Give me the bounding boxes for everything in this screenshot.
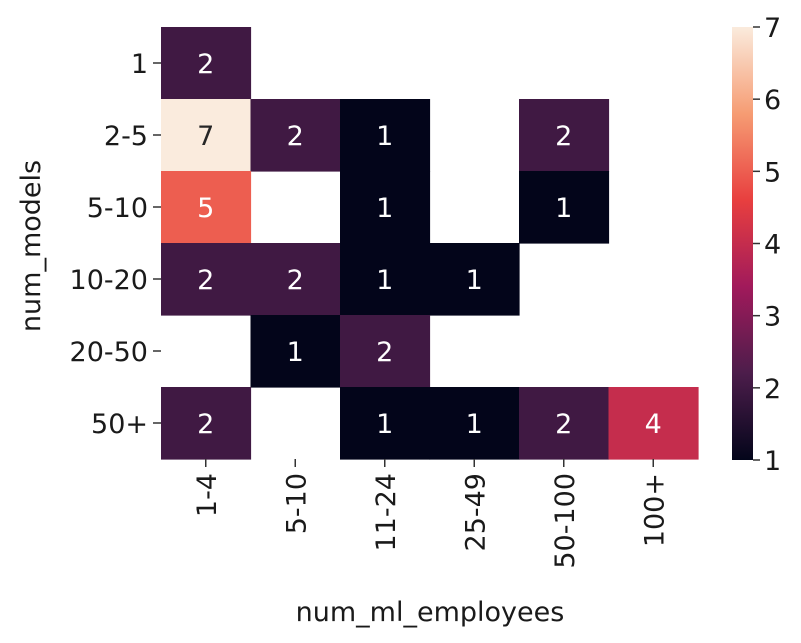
colorbar-tick-label: 6 — [764, 85, 781, 116]
cell-value-label: 1 — [466, 265, 483, 296]
cell-value-label: 1 — [376, 193, 393, 224]
cell-value-label: 1 — [376, 409, 393, 440]
cell-value-label: 2 — [287, 121, 304, 152]
cell-value-label: 5 — [197, 193, 214, 224]
y-axis-label: num_models — [16, 160, 47, 332]
cell-value-label: 2 — [376, 337, 393, 368]
heatmap-cell-2-5-1-4 — [161, 99, 252, 172]
x-tick-label: 100+ — [639, 473, 670, 547]
cell-value-label: 2 — [555, 121, 572, 152]
x-tick-label: 25-49 — [460, 473, 491, 551]
heatmap-cell-5-10-50-100 — [519, 171, 610, 244]
colorbar-tick-label: 7 — [764, 13, 781, 44]
heatmap-cell-50+-50-100 — [519, 387, 610, 460]
cell-annotations: 2 7 2 1 2 5 1 1 2 2 1 1 1 2 2 1 1 2 4 — [197, 49, 662, 440]
y-tick-label: 1 — [131, 49, 148, 80]
x-axis-label: num_ml_employees — [296, 597, 565, 628]
x-axis: 1-4 5-10 11-24 25-49 50-100 100+ — [192, 459, 670, 569]
heatmap-cell-5-10-1-4 — [161, 171, 252, 244]
heatmap-cell-10-20-25-49 — [429, 243, 520, 316]
y-tick-label: 20-50 — [70, 337, 148, 368]
heatmap-cell-20-50-5-10 — [250, 315, 341, 388]
heatmap-cell-10-20-1-4 — [161, 243, 252, 316]
cell-value-label: 2 — [287, 265, 304, 296]
heatmap-cell-2-5-5-10 — [250, 99, 341, 172]
cell-value-label: 1 — [555, 193, 572, 224]
heatmap-cell-50+-1-4 — [161, 387, 252, 460]
y-axis: 1 2-5 5-10 10-20 20-50 50+ — [70, 49, 161, 440]
x-tick-label: 11-24 — [371, 473, 402, 551]
cell-value-label: 2 — [197, 265, 214, 296]
colorbar-tick-label: 1 — [764, 446, 781, 477]
heatmap-cell-2-5-50-100 — [519, 99, 610, 172]
x-tick-label: 1-4 — [192, 473, 223, 517]
cell-value-label: 1 — [376, 121, 393, 152]
colorbar-tick-label: 5 — [764, 157, 781, 188]
y-tick-label: 50+ — [91, 409, 148, 440]
colorbar-gradient — [732, 27, 753, 460]
heatmap-cell-50+-11-24 — [340, 387, 431, 460]
heatmap-cell-20-50-11-24 — [340, 315, 431, 388]
heatmap-cell-10-20-5-10 — [250, 243, 341, 316]
heatmap-cell-10-20-11-24 — [340, 243, 431, 316]
cell-value-label: 1 — [287, 337, 304, 368]
heatmap-cells — [161, 27, 699, 460]
y-tick-label: 5-10 — [87, 193, 148, 224]
heatmap-cell-50+-25-49 — [429, 387, 520, 460]
cell-value-label: 7 — [197, 121, 214, 152]
cell-value-label: 4 — [645, 409, 662, 440]
x-tick-label: 5-10 — [281, 473, 312, 534]
colorbar-tick-label: 4 — [764, 230, 781, 261]
heatmap-cell-5-10-11-24 — [340, 171, 431, 244]
colorbar-tick-label: 3 — [764, 302, 781, 333]
x-tick-label: 50-100 — [550, 473, 581, 569]
y-tick-label: 10-20 — [70, 265, 148, 296]
cell-value-label: 1 — [376, 265, 393, 296]
heatmap-cell-1-1-4 — [161, 27, 252, 100]
cell-value-label: 1 — [466, 409, 483, 440]
cell-value-label: 2 — [197, 409, 214, 440]
heatmap-cell-50+-100+ — [608, 387, 699, 460]
colorbar: 1 2 3 4 5 6 7 — [732, 13, 781, 477]
cell-value-label: 2 — [555, 409, 572, 440]
y-tick-label: 2-5 — [104, 121, 148, 152]
heatmap-cell-2-5-11-24 — [340, 99, 431, 172]
colorbar-tick-label: 2 — [764, 374, 781, 405]
cell-value-label: 2 — [197, 49, 214, 80]
